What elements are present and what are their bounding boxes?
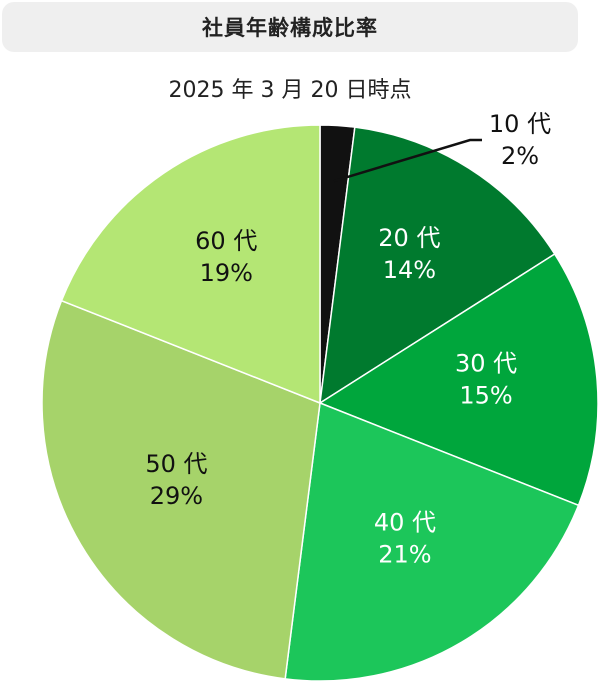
- slice-value-6: 19%: [200, 259, 253, 287]
- title-bar: 社員年齢構成比率: [2, 2, 578, 52]
- slice-value-1: 2%: [501, 142, 539, 170]
- slice-value-4: 21%: [378, 541, 431, 569]
- slice-label-5: 50 代: [145, 450, 207, 478]
- chart-subtitle: 2025 年 3 月 20 日時点: [168, 78, 412, 103]
- pie-slice-3: [318, 253, 599, 507]
- slice-label-6: 60 代: [195, 227, 257, 255]
- pie-slice-5: [41, 299, 321, 680]
- pie-slice-2: [319, 126, 556, 405]
- slice-label-1: 10 代: [489, 110, 551, 138]
- slice-value-5: 29%: [150, 482, 203, 510]
- pie-slice-4: [284, 401, 580, 682]
- slice-label-3: 30 代: [455, 349, 517, 377]
- pie-slice-6: [60, 124, 321, 405]
- slice-label-2: 20 代: [378, 224, 440, 252]
- leader-line-1: [333, 138, 482, 183]
- chart-title: 社員年齢構成比率: [202, 16, 378, 40]
- slice-value-3: 15%: [459, 381, 512, 409]
- slice-value-2: 14%: [383, 256, 436, 284]
- slice-label-4: 40 代: [374, 509, 436, 537]
